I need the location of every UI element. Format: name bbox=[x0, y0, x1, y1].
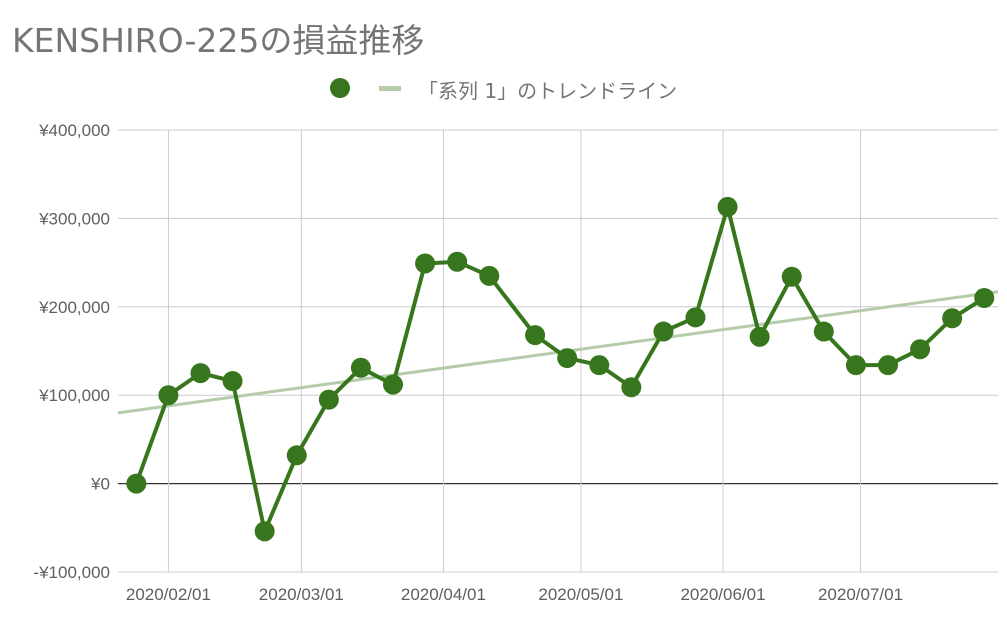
data-point bbox=[158, 385, 179, 406]
data-point bbox=[589, 355, 610, 376]
y-axis-ticks: ¥400,000 ¥300,000 ¥200,000 ¥100,000 ¥0 -¥100,… bbox=[33, 121, 110, 582]
data-point bbox=[685, 307, 706, 328]
data-point bbox=[910, 339, 931, 360]
data-point bbox=[254, 521, 275, 542]
x-tick-label: 2020/06/01 bbox=[680, 585, 765, 604]
data-point bbox=[942, 308, 963, 329]
data-point bbox=[845, 355, 866, 376]
data-point bbox=[222, 371, 243, 392]
x-tick-label: 2020/04/01 bbox=[401, 585, 486, 604]
data-point bbox=[415, 253, 436, 274]
legend-trendline-swatch bbox=[379, 86, 401, 91]
chart-title: KENSHIRO-225の損益推移 bbox=[12, 21, 425, 60]
series-layer bbox=[126, 196, 995, 542]
x-tick-label: 2020/02/01 bbox=[126, 585, 211, 604]
data-point bbox=[557, 348, 578, 369]
data-point bbox=[653, 321, 674, 342]
data-point bbox=[350, 357, 371, 378]
data-point bbox=[479, 265, 500, 286]
x-tick-label: 2020/05/01 bbox=[538, 585, 623, 604]
y-tick-label: ¥0 bbox=[90, 475, 110, 494]
data-point bbox=[621, 377, 642, 398]
y-tick-label: -¥100,000 bbox=[33, 563, 110, 582]
grid-lines bbox=[118, 129, 998, 573]
data-point bbox=[126, 473, 147, 494]
data-point bbox=[717, 196, 738, 217]
data-point bbox=[318, 389, 339, 410]
legend-series-marker bbox=[330, 78, 350, 98]
y-tick-label: ¥200,000 bbox=[38, 298, 110, 317]
y-tick-label: ¥400,000 bbox=[38, 121, 110, 140]
data-point bbox=[383, 374, 403, 395]
data-point bbox=[878, 355, 898, 376]
data-point bbox=[447, 251, 468, 272]
legend-trendline-label: 「系列 1」のトレンドライン bbox=[418, 79, 678, 103]
data-point bbox=[525, 325, 546, 346]
data-point bbox=[781, 266, 802, 287]
x-axis-ticks: 2020/02/01 2020/03/01 2020/04/01 2020/05/01… bbox=[126, 585, 903, 604]
x-tick-label: 2020/07/01 bbox=[818, 585, 903, 604]
y-tick-label: ¥100,000 bbox=[38, 386, 110, 405]
data-point bbox=[813, 321, 834, 342]
x-tick-label: 2020/03/01 bbox=[259, 585, 344, 604]
data-point bbox=[974, 287, 995, 308]
data-point bbox=[190, 363, 211, 384]
y-tick-label: ¥300,000 bbox=[38, 209, 110, 228]
data-point bbox=[286, 445, 307, 466]
legend: 「系列 1」のトレンドライン bbox=[0, 74, 1007, 103]
data-point bbox=[749, 326, 770, 347]
